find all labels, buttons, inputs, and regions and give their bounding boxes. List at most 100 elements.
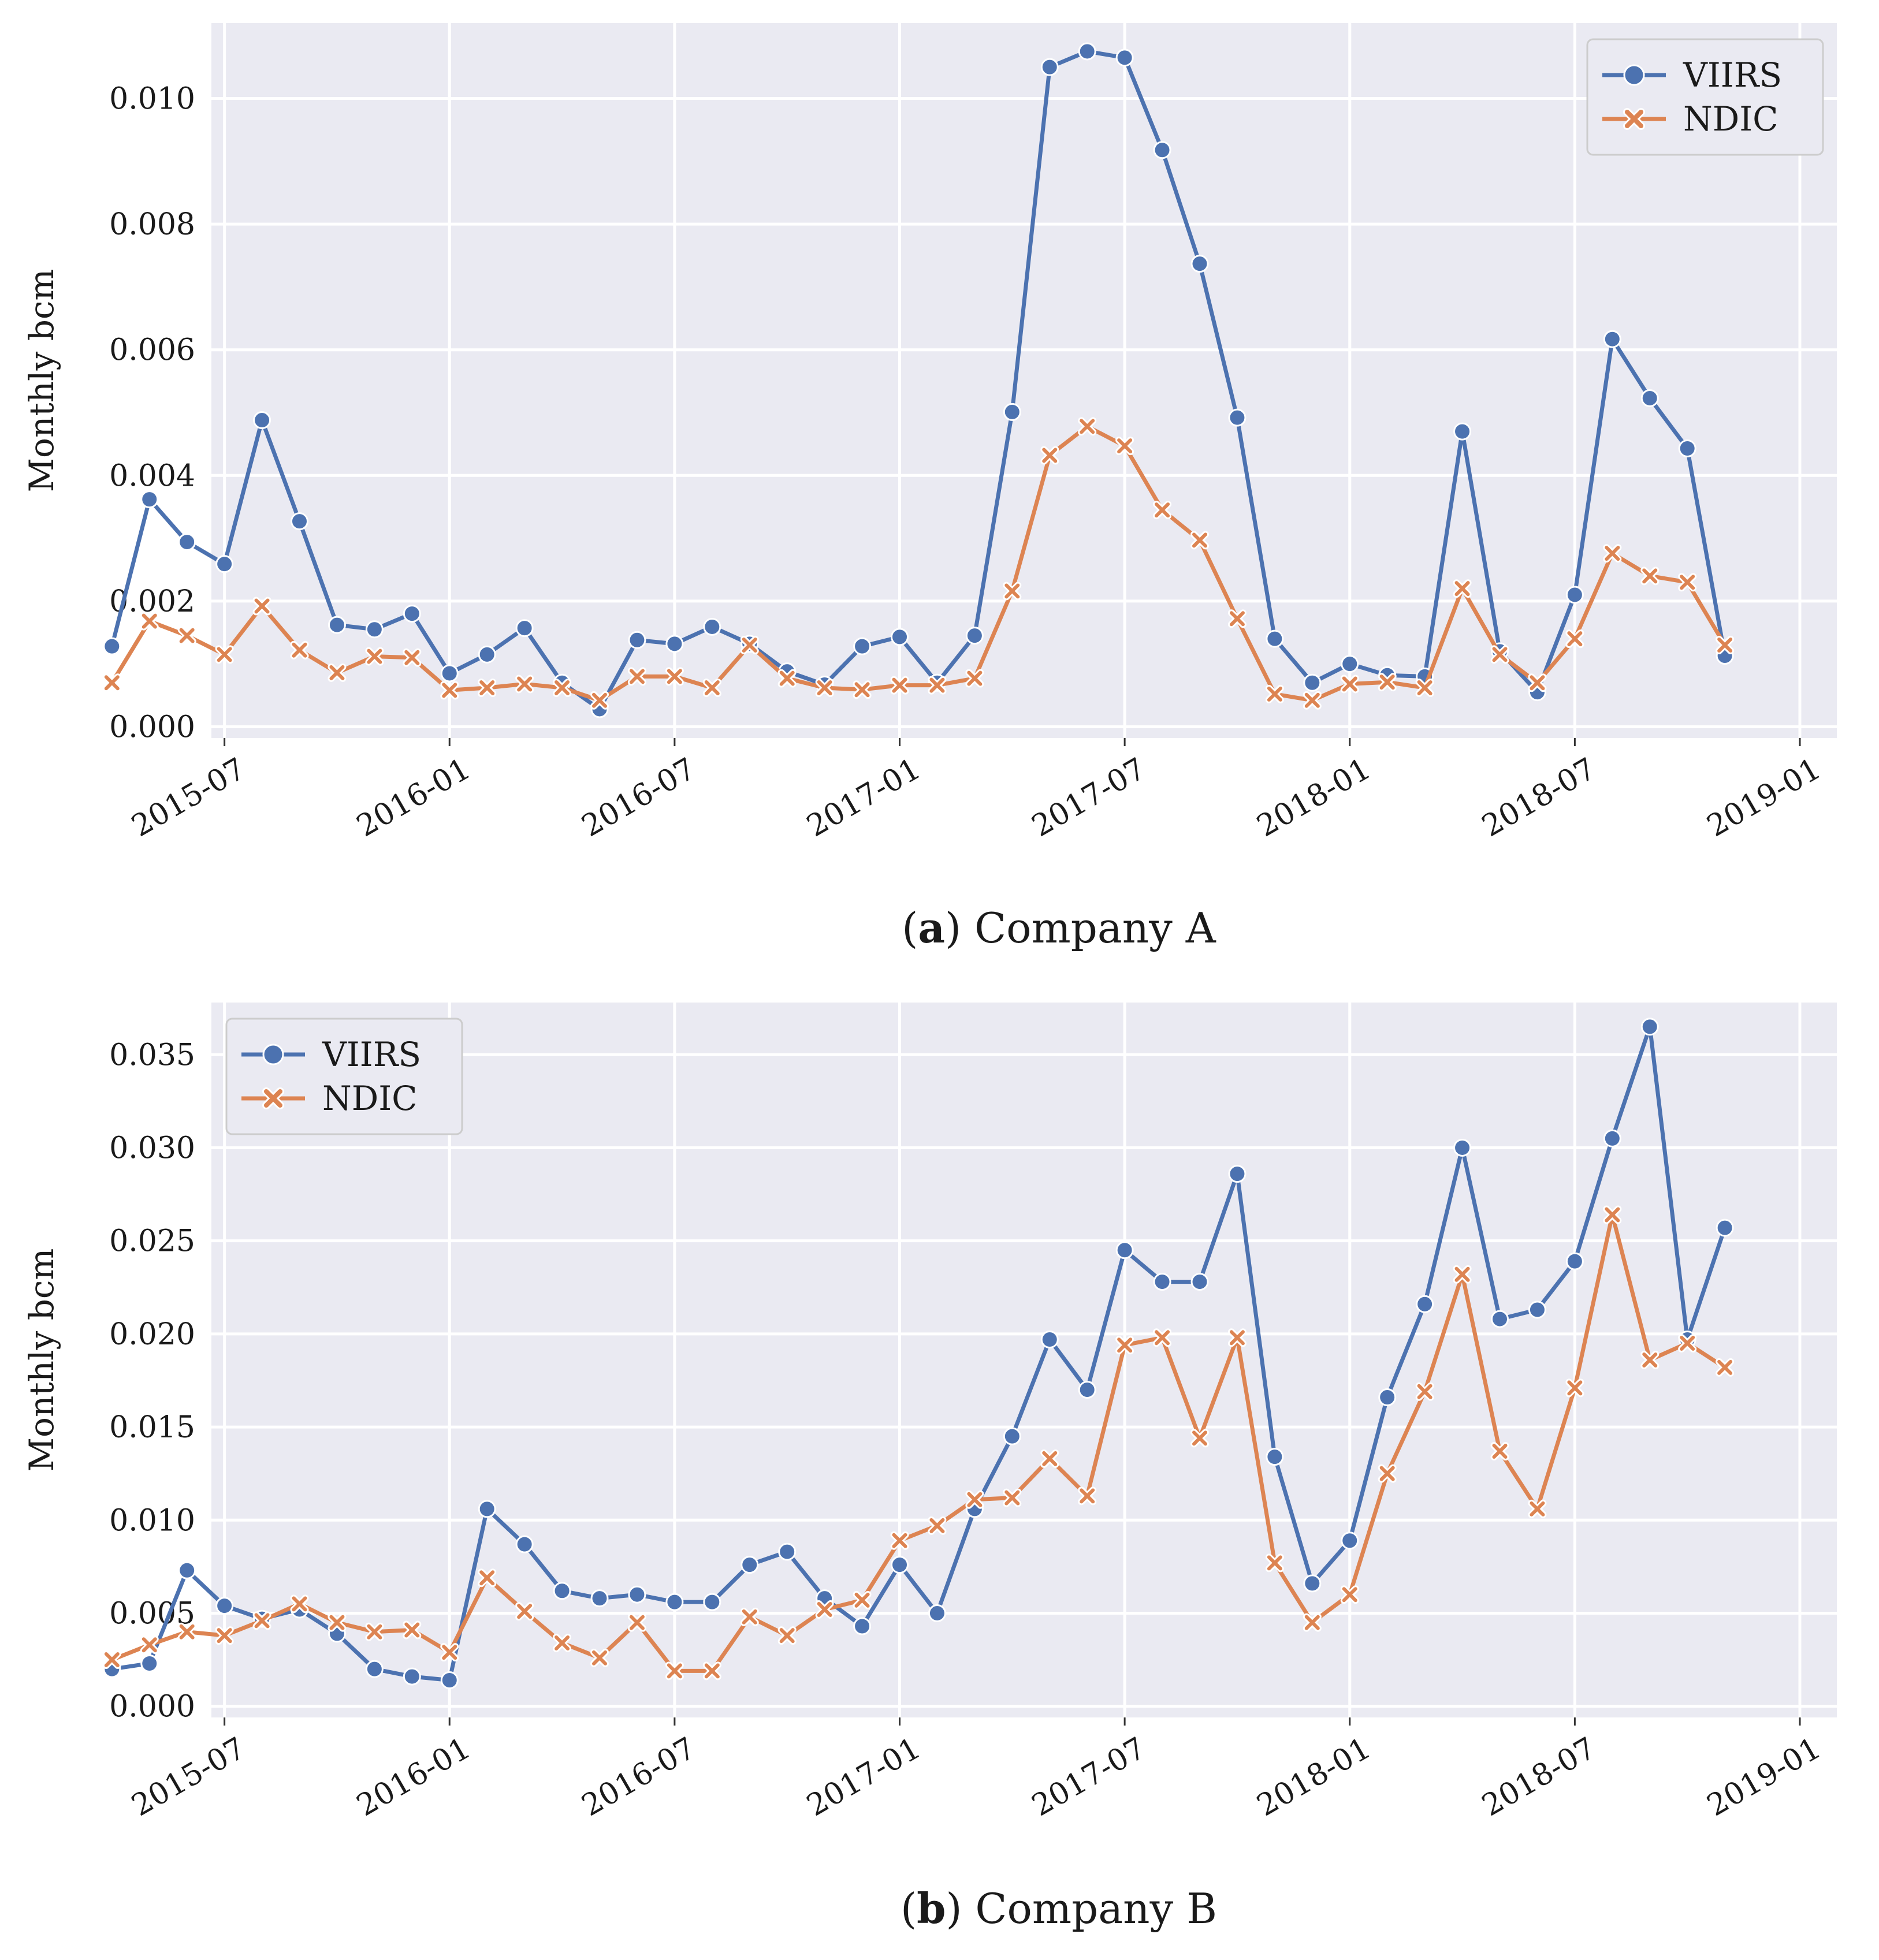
y-tick-label: 0.004 [109,459,195,493]
marker-x [555,1635,570,1651]
data-point-ndic [290,640,309,659]
marker-x [817,1602,832,1618]
legend-label-ndic: NDIC [1683,99,1778,139]
marker-x [779,670,795,686]
data-point-ndic [702,678,721,697]
data-point-viirs [1565,586,1584,604]
data-point-viirs [928,1604,946,1622]
data-point-viirs [291,512,308,531]
data-point-ndic [1678,1333,1697,1352]
marker-x [479,1570,495,1586]
marker-x [1642,1352,1658,1367]
data-point-viirs [1115,49,1134,67]
x-tick-label: 2015-07 [126,751,251,844]
data-point-ndic [478,1568,497,1588]
marker-x [1605,546,1620,561]
legend-box [225,1018,463,1135]
x-tick-label: 2016-07 [576,1731,701,1823]
data-point-ndic [1640,567,1660,586]
panel-caption: (b) Company B [901,1884,1217,1933]
y-tick-label: 0.020 [109,1317,195,1352]
marker-x [1680,575,1695,590]
marker-x [329,1615,345,1630]
marker-x [517,1604,533,1619]
marker-x [1492,647,1508,662]
data-point-viirs [178,1561,196,1579]
marker-x [1080,419,1095,434]
data-point-viirs [1153,1273,1171,1291]
x-tick-label: 2019-01 [1701,751,1826,844]
marker-x [1530,675,1545,691]
data-point-viirs [1266,629,1284,648]
marker-x [629,1615,645,1630]
data-point-ndic [140,612,159,631]
legend-marker-circle [1623,64,1645,86]
data-point-ndic [853,1590,872,1609]
data-point-viirs [1341,1532,1359,1550]
x-tick-label: 2016-01 [351,751,477,844]
data-point-viirs [590,1589,609,1608]
data-point-ndic [1490,1441,1509,1460]
marker-x [254,598,270,614]
data-point-ndic [102,1650,121,1670]
data-point-viirs [1716,1219,1734,1237]
data-point-ndic [1565,1378,1584,1398]
data-point-ndic [740,1607,759,1626]
marker-x [1454,1266,1470,1282]
marker-x [1680,1335,1695,1351]
data-point-ndic [177,1622,196,1641]
data-point-ndic [1678,573,1697,592]
data-point-viirs [403,1667,421,1686]
marker-x [967,670,983,686]
caption-label: b [917,1884,946,1933]
marker-x [1080,1488,1095,1504]
data-point-ndic [515,675,534,694]
data-point-viirs [1565,1252,1584,1270]
data-point-ndic [815,678,834,697]
data-point-viirs [140,1655,159,1673]
data-point-viirs [1678,439,1696,457]
marker-x [1605,1207,1620,1223]
legend-label-ndic: NDIC [322,1079,418,1118]
data-point-viirs [741,1556,759,1574]
data-point-viirs [553,1582,571,1600]
data-point-viirs [853,1617,872,1635]
legend-marker-x [1625,110,1643,128]
data-point-ndic [478,678,497,697]
data-point-ndic [1040,1449,1059,1468]
marker-x [404,650,420,665]
data-point-ndic [1415,1382,1434,1401]
marker-x [179,628,195,643]
data-point-viirs [628,1585,646,1604]
data-point-viirs [1378,1388,1397,1406]
y-tick-label: 0.025 [109,1224,195,1259]
data-point-viirs [1003,1427,1021,1445]
data-point-ndic [1528,1499,1547,1518]
data-point-ndic [328,1613,347,1632]
series-line-ndic [110,1213,1727,1673]
legend-marker-circle [262,1044,284,1065]
data-point-viirs [403,605,421,623]
data-point-ndic [1003,1488,1022,1507]
data-point-viirs [1003,403,1021,421]
data-point-viirs [440,664,459,683]
data-point-ndic [1265,1553,1284,1573]
data-point-ndic [1227,609,1247,628]
data-point-ndic [1340,1585,1359,1604]
data-point-ndic [1528,673,1547,692]
caption-label: a [918,903,945,952]
marker-x [142,1637,157,1653]
data-point-ndic [702,1661,721,1680]
data-point-viirs [1603,1129,1621,1147]
data-point-viirs [365,1660,384,1678]
caption-text: Company A [974,904,1216,952]
data-point-viirs [103,637,121,655]
data-point-ndic [1303,1613,1322,1632]
marker-x [1304,692,1320,708]
data-point-viirs [1040,1331,1059,1349]
marker-x [517,676,533,692]
marker-x [1229,611,1245,627]
legend-box [1586,38,1824,156]
data-point-ndic [252,1611,271,1630]
